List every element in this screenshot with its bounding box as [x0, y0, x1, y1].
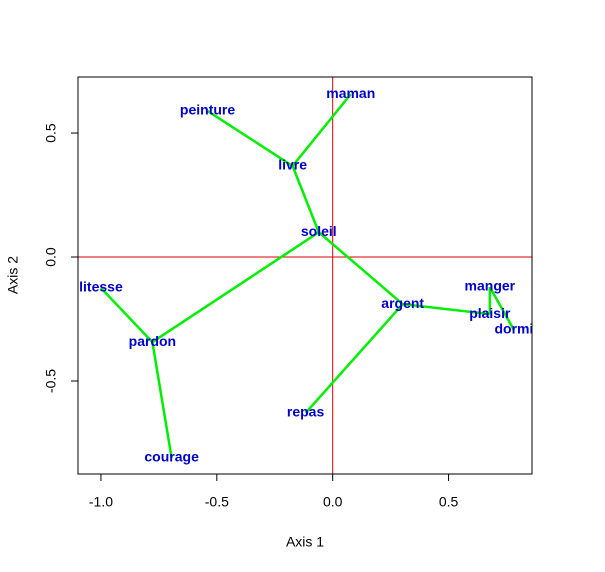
point-label: courage: [144, 449, 199, 465]
tree-edge: [291, 165, 320, 233]
y-tick-label: -0.5: [43, 369, 59, 393]
x-tick-label: -1.0: [89, 494, 113, 510]
point-label: maman: [326, 85, 375, 101]
x-tick-label: -0.5: [205, 494, 229, 510]
point-label: livre: [278, 157, 307, 173]
tree-edge: [402, 302, 490, 316]
point-label: litesse: [79, 279, 123, 295]
plot-frame: [77, 76, 533, 475]
tree-edge: [488, 286, 516, 331]
point-label: dormi: [494, 321, 533, 337]
point-label: repas: [287, 404, 325, 420]
tree-edge: [100, 287, 154, 343]
y-tick-label: 0.5: [43, 123, 59, 143]
tree-edge: [151, 231, 320, 344]
y-axis-title: Axis 2: [5, 256, 21, 294]
tree-edge: [206, 109, 294, 168]
point-label: soleil: [301, 223, 337, 239]
point-label: peinture: [180, 102, 235, 118]
tree-edge: [304, 303, 404, 414]
point-label: plaisir: [469, 305, 511, 321]
x-tick-label: 0.0: [323, 494, 343, 510]
point-label: pardon: [129, 333, 176, 349]
y-tick-label: 0.0: [43, 247, 59, 267]
tree-edge: [317, 231, 404, 306]
point-label: manger: [465, 278, 516, 294]
x-tick-label: 0.5: [439, 494, 459, 510]
tree-edge: [291, 93, 352, 167]
point-label: argent: [381, 295, 424, 311]
tree-edge: [151, 341, 173, 459]
x-axis-title: Axis 1: [286, 534, 324, 550]
